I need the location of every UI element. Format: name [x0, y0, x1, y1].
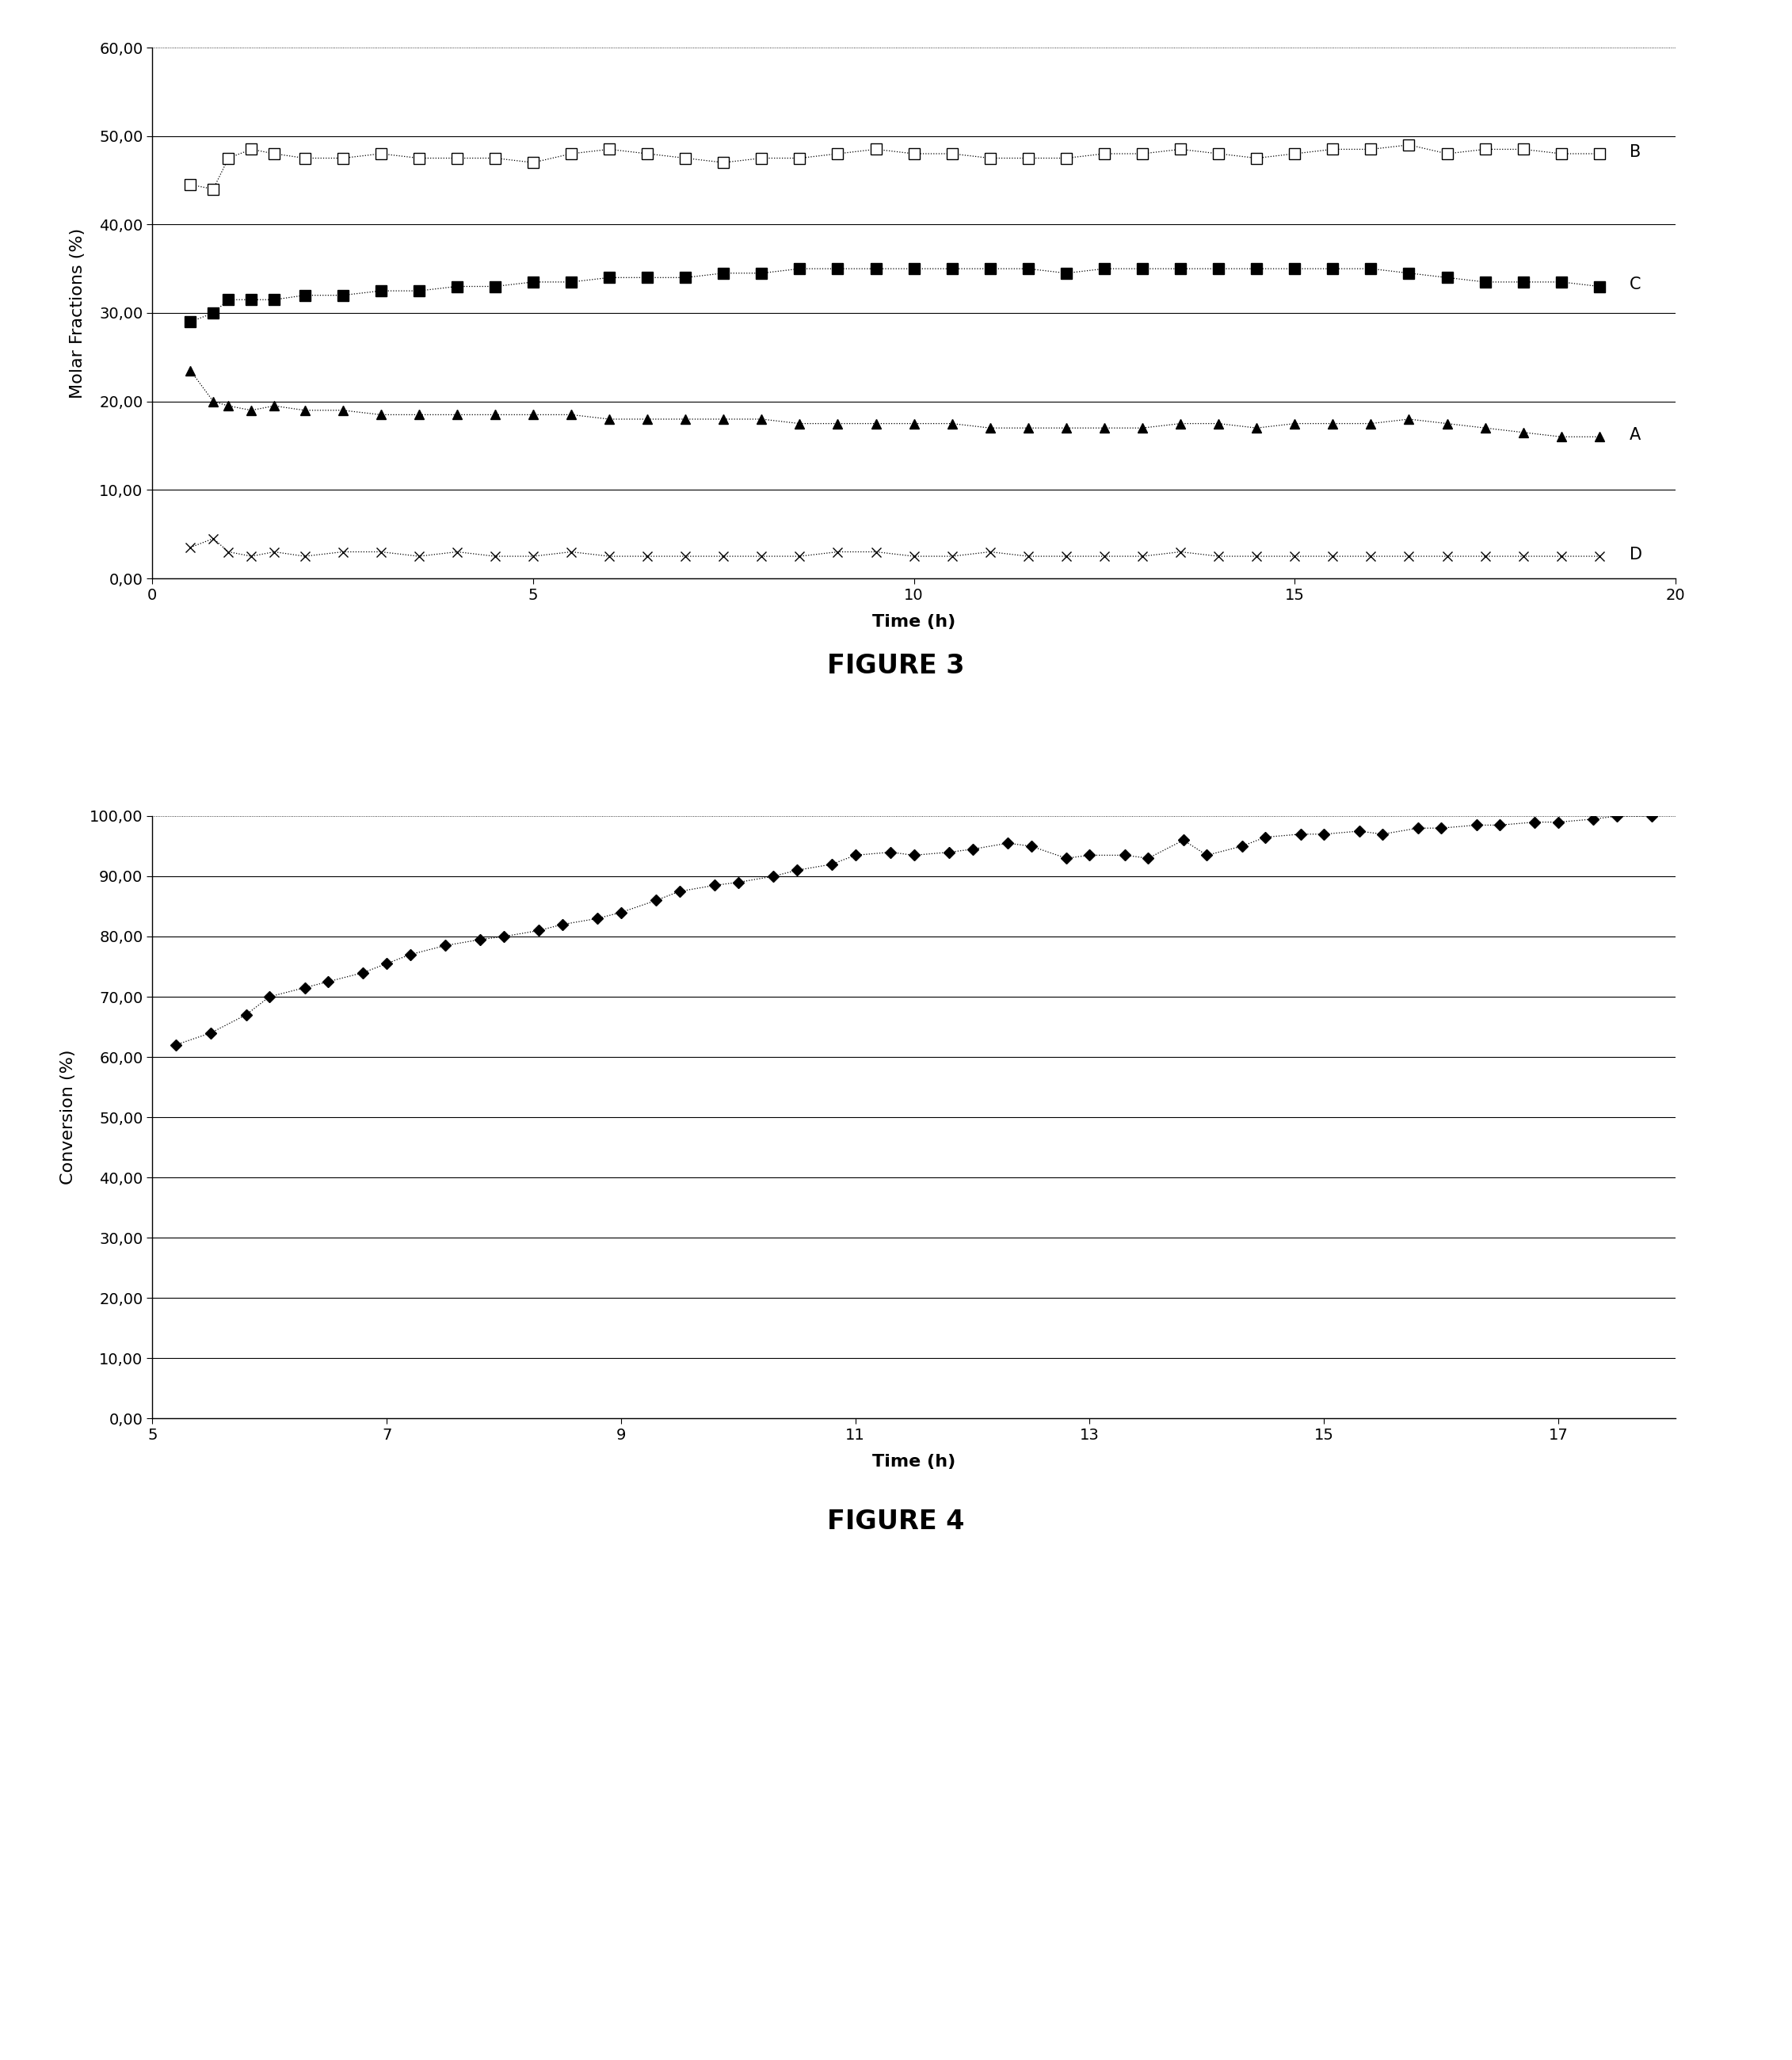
Text: FIGURE 4: FIGURE 4	[828, 1508, 964, 1535]
Text: FIGURE 3: FIGURE 3	[828, 653, 964, 678]
Y-axis label: Conversion (%): Conversion (%)	[61, 1051, 77, 1184]
Text: A: A	[1629, 426, 1641, 443]
Text: C: C	[1629, 276, 1641, 293]
Text: B: B	[1629, 144, 1641, 161]
Text: D: D	[1629, 546, 1643, 562]
X-axis label: Time (h): Time (h)	[873, 1454, 955, 1469]
X-axis label: Time (h): Time (h)	[873, 614, 955, 630]
Y-axis label: Molar Fractions (%): Molar Fractions (%)	[70, 229, 86, 398]
